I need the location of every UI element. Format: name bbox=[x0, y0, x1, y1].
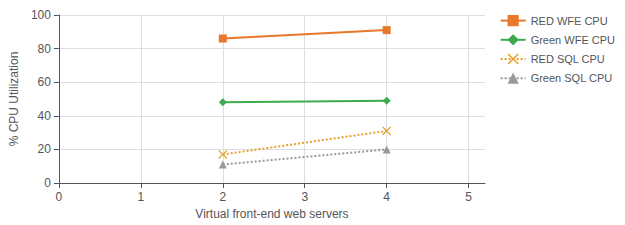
svg-text:100: 100 bbox=[31, 8, 51, 22]
svg-text:60: 60 bbox=[38, 75, 52, 89]
svg-text:4: 4 bbox=[383, 190, 390, 204]
svg-text:RED SQL CPU: RED SQL CPU bbox=[531, 53, 605, 65]
svg-text:5: 5 bbox=[465, 190, 472, 204]
svg-text:Virtual front-end web servers: Virtual front-end web servers bbox=[195, 207, 348, 221]
svg-text:20: 20 bbox=[38, 142, 52, 156]
svg-text:0: 0 bbox=[44, 176, 51, 190]
svg-text:Green SQL CPU: Green SQL CPU bbox=[531, 72, 613, 84]
svg-text:80: 80 bbox=[38, 42, 52, 56]
svg-text:RED WFE CPU: RED WFE CPU bbox=[531, 15, 608, 27]
svg-text:% CPU Utilization: % CPU Utilization bbox=[7, 52, 21, 147]
svg-text:Green WFE CPU: Green WFE CPU bbox=[531, 34, 615, 46]
svg-text:40: 40 bbox=[38, 109, 52, 123]
svg-text:2: 2 bbox=[219, 190, 226, 204]
svg-text:0: 0 bbox=[56, 190, 63, 204]
svg-text:3: 3 bbox=[301, 190, 308, 204]
svg-text:1: 1 bbox=[138, 190, 145, 204]
